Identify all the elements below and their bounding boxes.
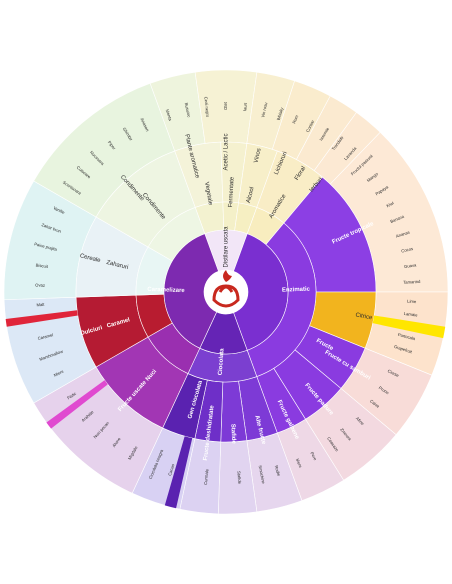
leaf-label-guava: Guava: [404, 262, 418, 269]
leaf-label-banana: Banana: [389, 214, 405, 225]
leaf-label-kiwi: Kiwi: [385, 200, 394, 208]
inner-label-distilare-uscata: Distilare uscata: [224, 226, 230, 268]
inner-label-caramelizare: Caramelizare: [147, 287, 185, 294]
leaf-label-miere: Miere: [53, 368, 65, 377]
leaf-label-coniac: Coniac: [305, 119, 315, 133]
inner-label-ciocolata: Ciocolata: [218, 348, 226, 376]
leaf-label-portocala: Portocala: [397, 332, 416, 341]
leaf-label-biscuit: Biscuit: [35, 262, 49, 269]
rim-ring: [3, 69, 449, 515]
leaf-label-whisky: Whisky: [276, 106, 285, 121]
outer-label-stafide: Stafide: [229, 424, 236, 445]
leaf-label-caise: Caise: [369, 398, 381, 409]
leaf-label-anason: Anason: [139, 117, 150, 133]
leaf-label-ananas: Ananas: [395, 230, 410, 239]
outer-label-acetic-lactic: Acetic / Lactic: [224, 133, 230, 170]
leaf-label-cacao: Cacao: [167, 463, 176, 477]
accent-marks: [5, 310, 446, 509]
logo-disc: [204, 270, 248, 314]
leaf-label-alune: Alune: [111, 436, 122, 448]
leaf-label-prune: Prune: [378, 385, 391, 396]
middle-label-fermentate: Fermentate: [228, 176, 236, 208]
middle-label-alcool: Alcool: [246, 186, 256, 203]
leaf-label-ceai-negru: Ceai negru: [203, 97, 210, 119]
coffee-bean-logo-icon: [212, 284, 240, 308]
leaf-label-zahar-brun: Zahar brun: [41, 222, 63, 234]
leaf-label-malt: Malt: [36, 302, 45, 308]
leaf-label-smochine: Smochine: [258, 465, 267, 485]
leaf-label-mere: Mere: [295, 458, 304, 469]
leaf-label-pere: Pere: [309, 451, 318, 462]
leaf-label-paine-prajita: Paine prajita: [34, 241, 58, 252]
leaf-label-fistic: Fistic: [66, 391, 77, 401]
leaf-label-piper: Piper: [107, 140, 117, 151]
accent-mark-0: [372, 315, 446, 339]
leaf-label-rom: Rom: [291, 114, 299, 125]
outer-label-vinos: Vinos: [253, 148, 262, 164]
outer-label-citrice: Citrice: [355, 312, 373, 321]
accent-mark-3: [5, 310, 78, 327]
middle-label-zaharuri: Zaharuri: [106, 260, 129, 271]
leaf-label-otet: Otet: [223, 101, 228, 110]
leaf-label-vanilie: Vanilie: [52, 205, 66, 215]
leaf-label-lime: Lime: [407, 299, 417, 305]
inner-label-enzimatic: Enzimatic: [282, 287, 311, 294]
leaf-label-afine: Afine: [355, 416, 366, 427]
flame-icon: [223, 270, 232, 282]
leaf-label-grapefruit: Grapefruit: [393, 344, 413, 355]
leaf-label-migdale: Migdale: [127, 445, 139, 461]
leaf-label-stafide: Stafide: [236, 471, 242, 485]
leaf-label-tamarind: Tamarind: [403, 279, 421, 285]
leaf-label-menta: Menta: [165, 109, 174, 122]
leaf-label-curmale: Curmale: [203, 468, 210, 485]
leaf-label-busuioc: Busuioc: [184, 102, 192, 118]
accent-mark-2: [46, 380, 108, 429]
outer-label-cereale: Cereale: [79, 253, 101, 264]
leaf-label-caramel: Caramel: [37, 332, 54, 341]
leaf-label-iaurt: Iaurt: [242, 102, 248, 112]
leaf-label-vin-rosu: Vin rosu: [260, 101, 268, 118]
middle-ring: [135, 201, 317, 383]
leaf-label-ovaz: Ovaz: [35, 282, 45, 287]
leaf-label-rodie: Rodie: [274, 465, 282, 478]
outer-ring: [75, 141, 377, 443]
middle-label-vegetale: Vegetale: [203, 182, 213, 207]
center-logo: [204, 270, 248, 314]
leaf-label-lamaie: Lamaie: [404, 311, 419, 318]
leaf-label-cirese: Cirese: [387, 368, 401, 378]
leaf-label-cocos: Cocos: [401, 246, 414, 254]
accent-mark-1: [164, 436, 193, 509]
inner-ring: [163, 229, 289, 355]
